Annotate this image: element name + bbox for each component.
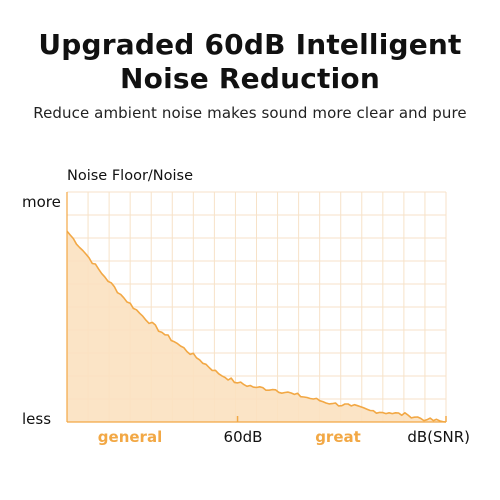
- x-label-general: general: [98, 428, 162, 446]
- title-line-2: Noise Reduction: [120, 62, 380, 95]
- y-axis-title: Noise Floor/Noise: [67, 168, 194, 184]
- y-top-label: more: [22, 193, 61, 211]
- x-label-db-snr: dB(SNR): [407, 428, 470, 446]
- subtitle: Reduce ambient noise makes sound more cl…: [33, 104, 467, 122]
- noise-area-line: [66, 230, 447, 423]
- title-line-1: Upgraded 60dB Intelligent: [38, 28, 462, 61]
- y-bottom-label: less: [22, 410, 51, 428]
- noise-area-fill: [67, 231, 446, 422]
- x-axis-ticks: [236, 416, 447, 422]
- x-label-60db: 60dB: [224, 428, 263, 446]
- x-label-great: great: [315, 428, 361, 446]
